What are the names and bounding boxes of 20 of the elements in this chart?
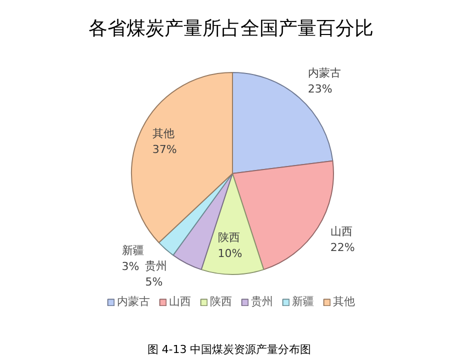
data-label: 3%	[122, 260, 140, 273]
legend-label: 其他	[333, 294, 355, 309]
slice-label: 山西	[330, 224, 352, 238]
slice-label: 内蒙古	[308, 66, 341, 80]
legend-label: 新疆	[292, 294, 314, 309]
chart-title: 各省煤炭产量所占全国产量百分比	[88, 18, 374, 40]
slice-label: 贵州	[145, 260, 168, 273]
data-label: 23%	[308, 82, 332, 96]
data-label: 22%	[330, 240, 355, 254]
legend-label: 贵州	[251, 294, 273, 309]
slice-label: 其他	[152, 126, 174, 140]
data-label: 10%	[218, 247, 242, 260]
legend-label: 山西	[169, 294, 191, 309]
slice-label: 陕西	[218, 231, 240, 244]
legend-label: 陕西	[210, 294, 232, 309]
data-label: 37%	[152, 142, 177, 156]
data-label: 5%	[145, 276, 163, 289]
legend-label: 内蒙古	[117, 294, 150, 309]
slice-label: 新疆	[122, 244, 144, 257]
caption: 图 4-13 中国煤炭资源产量分布图	[147, 343, 312, 356]
